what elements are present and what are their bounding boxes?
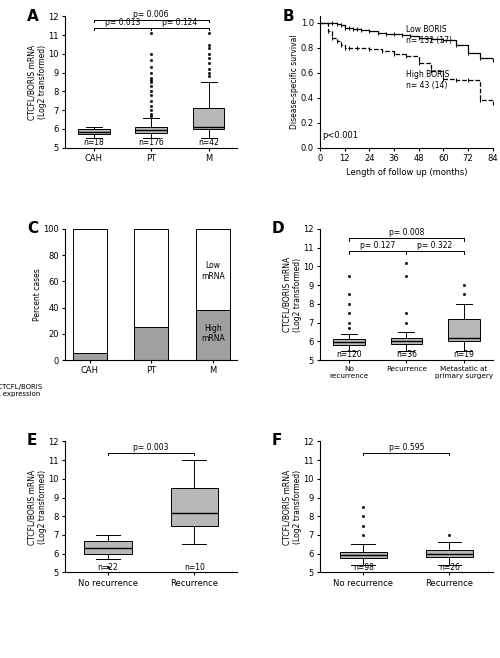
Text: p<0.001: p<0.001 — [322, 131, 358, 140]
PathPatch shape — [136, 127, 167, 133]
Text: n=42: n=42 — [198, 138, 219, 147]
Text: p= 0.595: p= 0.595 — [388, 443, 424, 451]
Text: n=19: n=19 — [454, 351, 474, 359]
Bar — [196, 310, 230, 360]
Y-axis label: Percent cases: Percent cases — [32, 268, 42, 321]
Text: n=98: n=98 — [353, 563, 374, 572]
Text: p= 0.003: p= 0.003 — [134, 443, 169, 451]
Text: p= 0.124: p= 0.124 — [162, 18, 198, 27]
Text: Low
mRNA: Low mRNA — [201, 261, 224, 280]
Bar — [134, 229, 168, 327]
Text: C: C — [27, 221, 38, 236]
Text: p= 0.006: p= 0.006 — [134, 11, 169, 19]
Text: High CTCFL/BORIS
mRNA expression: High CTCFL/BORIS mRNA expression — [0, 384, 42, 397]
Text: High BORIS
n= 43 (14): High BORIS n= 43 (14) — [406, 70, 450, 89]
PathPatch shape — [333, 340, 364, 345]
Text: n=120: n=120 — [336, 351, 361, 359]
Text: p= 0.008: p= 0.008 — [388, 228, 424, 238]
PathPatch shape — [193, 109, 224, 129]
Text: Low BORIS
n= 132 (17): Low BORIS n= 132 (17) — [406, 25, 453, 45]
PathPatch shape — [340, 552, 387, 559]
Text: n=18: n=18 — [84, 138, 104, 147]
Bar — [73, 229, 106, 353]
Text: A: A — [27, 9, 39, 24]
PathPatch shape — [78, 129, 110, 134]
Text: p= 0.322: p= 0.322 — [418, 241, 452, 251]
Text: p= 0.127: p= 0.127 — [360, 241, 395, 251]
PathPatch shape — [448, 319, 480, 342]
Text: n=26: n=26 — [439, 563, 460, 572]
Text: n=10: n=10 — [184, 563, 204, 572]
PathPatch shape — [84, 541, 132, 554]
Text: n=22: n=22 — [98, 563, 118, 572]
Bar — [73, 353, 106, 360]
Text: B: B — [282, 9, 294, 24]
Y-axis label: Disease-specific survival: Disease-specific survival — [290, 35, 299, 130]
PathPatch shape — [170, 488, 218, 526]
Bar — [134, 327, 168, 360]
PathPatch shape — [426, 550, 473, 557]
Y-axis label: CTCFL/BORIS mRNA
(Log2 transformed): CTCFL/BORIS mRNA (Log2 transformed) — [282, 469, 302, 545]
Text: p= 0.013: p= 0.013 — [105, 18, 140, 27]
Text: E: E — [27, 434, 38, 449]
Y-axis label: CTCFL/BORIS mRNA
(Log2 transformed): CTCFL/BORIS mRNA (Log2 transformed) — [28, 469, 47, 545]
Text: High
mRNA: High mRNA — [201, 324, 224, 343]
PathPatch shape — [390, 338, 422, 344]
X-axis label: Length of follow up (months): Length of follow up (months) — [346, 168, 467, 178]
Y-axis label: CTCFL/BORIS mRNA
(Log2 transformed): CTCFL/BORIS mRNA (Log2 transformed) — [282, 257, 302, 332]
Y-axis label: CTCFL/BORIS mRNA
(Log2 transformed): CTCFL/BORIS mRNA (Log2 transformed) — [28, 44, 47, 120]
Text: F: F — [272, 434, 282, 449]
Bar — [196, 229, 230, 310]
Text: D: D — [272, 221, 284, 236]
Text: n=176: n=176 — [138, 138, 164, 147]
Text: n=36: n=36 — [396, 351, 417, 359]
